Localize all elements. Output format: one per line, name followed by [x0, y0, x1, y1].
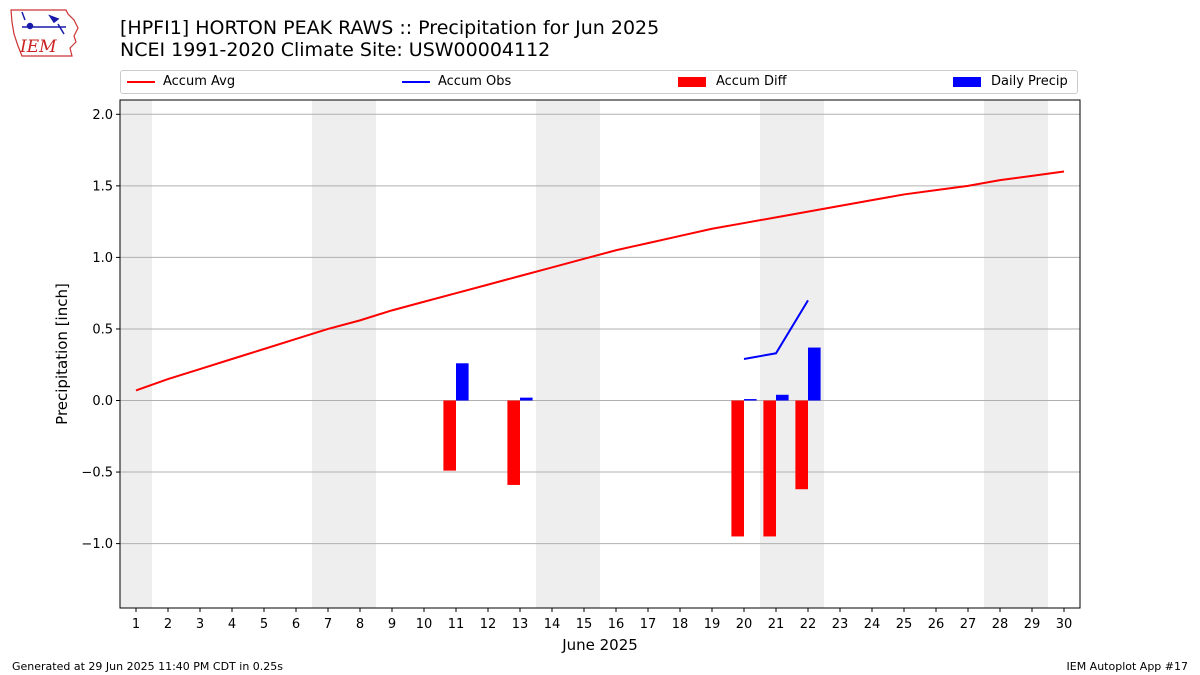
y-tick-label: −1.0: [81, 537, 113, 552]
y-tick-label: 1.0: [92, 251, 113, 266]
legend-item-accum-avg: Accum Avg: [127, 74, 235, 89]
plot-frame: [119, 99, 1081, 609]
x-tick-label: 9: [388, 617, 396, 632]
x-tick-label: 13: [512, 617, 529, 632]
y-tick-label: 0.5: [92, 322, 113, 337]
x-tick-label: 1: [132, 617, 140, 632]
weekend-shade: [312, 100, 376, 608]
x-tick-label: 8: [356, 617, 364, 632]
x-tick-label: 12: [480, 617, 497, 632]
accum-diff-bar: [443, 400, 456, 471]
x-tick-label: 16: [608, 617, 625, 632]
weekend-shade: [536, 100, 600, 608]
chart-legend: Accum Avg Accum Obs Accum Diff Daily Pre…: [120, 70, 1078, 94]
y-tick-label: 0.0: [92, 394, 113, 409]
x-tick-label: 30: [1056, 617, 1073, 632]
legend-swatch: [953, 76, 981, 87]
x-tick-label: 15: [576, 617, 593, 632]
weekend-shade: [120, 100, 152, 608]
x-tick-label: 21: [768, 617, 785, 632]
legend-label: Daily Precip: [991, 74, 1068, 89]
legend-label: Accum Avg: [163, 74, 236, 89]
app-credit: IEM Autoplot App #17: [1066, 660, 1189, 673]
accum-diff-bar: [795, 400, 808, 490]
x-tick-label: 19: [704, 617, 721, 632]
x-tick-label: 24: [864, 617, 881, 632]
x-tick-label: 3: [196, 617, 204, 632]
x-tick-label: 6: [292, 617, 300, 632]
weather-station-icon: [21, 11, 66, 35]
x-tick-label: 27: [960, 617, 977, 632]
logo-text: IEM: [19, 37, 57, 57]
chart-subtitle: NCEI 1991-2020 Climate Site: USW00004112: [120, 39, 551, 61]
x-tick-label: 22: [800, 617, 817, 632]
daily-precip-bar: [520, 397, 533, 401]
accum-avg-line: [135, 170, 1065, 392]
accum-diff-bar: [731, 400, 744, 537]
x-tick-label: 5: [260, 617, 268, 632]
x-tick-label: 4: [228, 617, 236, 632]
iem-logo: IEM: [10, 9, 79, 57]
x-tick-label: 10: [416, 617, 433, 632]
x-tick-label: 18: [672, 617, 689, 632]
y-axis-label: Precipitation [inch]: [53, 283, 71, 425]
legend-swatch: [402, 80, 430, 83]
legend-item-accum-obs: Accum Obs: [402, 74, 511, 89]
accum-obs-line: [743, 299, 809, 360]
generated-timestamp: Generated at 29 Jun 2025 11:40 PM CDT in…: [12, 660, 284, 673]
x-tick-label: 17: [640, 617, 657, 632]
y-tick-label: 1.5: [92, 179, 113, 194]
accum-diff-bar: [507, 400, 520, 485]
daily-precip-bar: [744, 399, 757, 401]
chart-title: [HPFI1] HORTON PEAK RAWS :: Precipitatio…: [120, 17, 660, 39]
x-tick-label: 20: [736, 617, 753, 632]
weekend-shade: [984, 100, 1048, 608]
y-tick-label: 2.0: [92, 108, 113, 123]
x-tick-label: 29: [1024, 617, 1041, 632]
legend-label: Accum Diff: [716, 74, 787, 89]
iowa-outline: [10, 9, 79, 57]
accum-diff-bar: [763, 400, 776, 537]
x-tick-label: 26: [928, 617, 945, 632]
x-tick-label: 7: [324, 617, 332, 632]
x-tick-label: 11: [448, 617, 465, 632]
x-tick-label: 14: [544, 617, 561, 632]
daily-precip-bar: [776, 394, 789, 401]
y-tick-label: −0.5: [81, 466, 113, 481]
x-tick-label: 28: [992, 617, 1009, 632]
x-tick-label: 2: [164, 617, 172, 632]
legend-swatch: [127, 80, 155, 83]
daily-precip-bar: [808, 347, 821, 401]
legend-item-daily-precip: Daily Precip: [953, 74, 1068, 89]
legend-item-accum-diff: Accum Diff: [678, 74, 787, 89]
x-tick-label: 25: [896, 617, 913, 632]
legend-label: Accum Obs: [438, 74, 512, 89]
legend-swatch: [678, 76, 706, 87]
x-axis-label: June 2025: [561, 636, 638, 654]
daily-precip-bar: [456, 363, 469, 401]
x-tick-label: 23: [832, 617, 849, 632]
